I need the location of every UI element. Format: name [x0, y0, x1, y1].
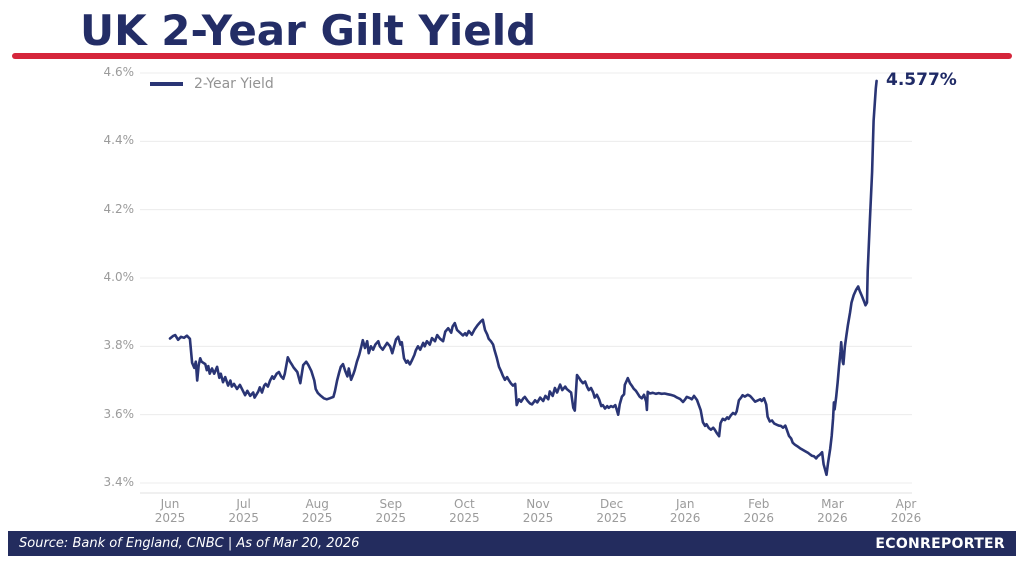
- brand-logo-text: ECONREPORTER: [875, 535, 1005, 552]
- x-axis-tick-label: Oct 2025: [449, 497, 480, 525]
- footer-bar: Source: Bank of England, CNBC | As of Ma…: [8, 531, 1016, 556]
- y-axis-tick-label: 4.0%: [103, 270, 135, 284]
- y-axis-tick-label: 3.8%: [103, 338, 135, 353]
- x-axis-tick-label: Nov 2025: [522, 497, 554, 525]
- x-axis-tick-label: Jul 2025: [228, 497, 259, 525]
- yield-series-line: [168, 79, 878, 477]
- x-axis-tick-label: Sep 2025: [375, 497, 407, 525]
- x-axis-tick-label: Feb 2026: [743, 497, 775, 525]
- last-value-annotation: 4.577%: [886, 70, 957, 90]
- x-axis-tick-label: Dec 2025: [596, 497, 627, 525]
- x-axis-tick-label: Mar 2026: [817, 497, 848, 525]
- y-axis-tick-label: 4.6%: [103, 65, 135, 79]
- x-axis-tick-label: Aug 2025: [301, 497, 333, 525]
- x-axis-tick-label: Jun 2025: [154, 497, 186, 525]
- y-axis-tick-label: 4.4%: [103, 133, 135, 148]
- x-axis-tick-label: Jan 2026: [669, 497, 701, 525]
- source-attribution: Source: Bank of England, CNBC | As of Ma…: [19, 536, 360, 551]
- legend-series-label: 2-Year Yield: [194, 76, 274, 92]
- y-axis-tick-label: 4.2%: [103, 201, 135, 216]
- x-axis-tick-label: Apr 2026: [890, 497, 922, 525]
- title-underline-rule: [12, 53, 1012, 59]
- legend-line-swatch: [150, 82, 183, 86]
- chart-legend: 2-Year Yield: [150, 76, 274, 92]
- y-axis-tick-label: 3.4%: [103, 475, 135, 489]
- page-title: UK 2-Year Gilt Yield: [80, 6, 537, 55]
- y-axis-tick-label: 3.6%: [103, 406, 135, 421]
